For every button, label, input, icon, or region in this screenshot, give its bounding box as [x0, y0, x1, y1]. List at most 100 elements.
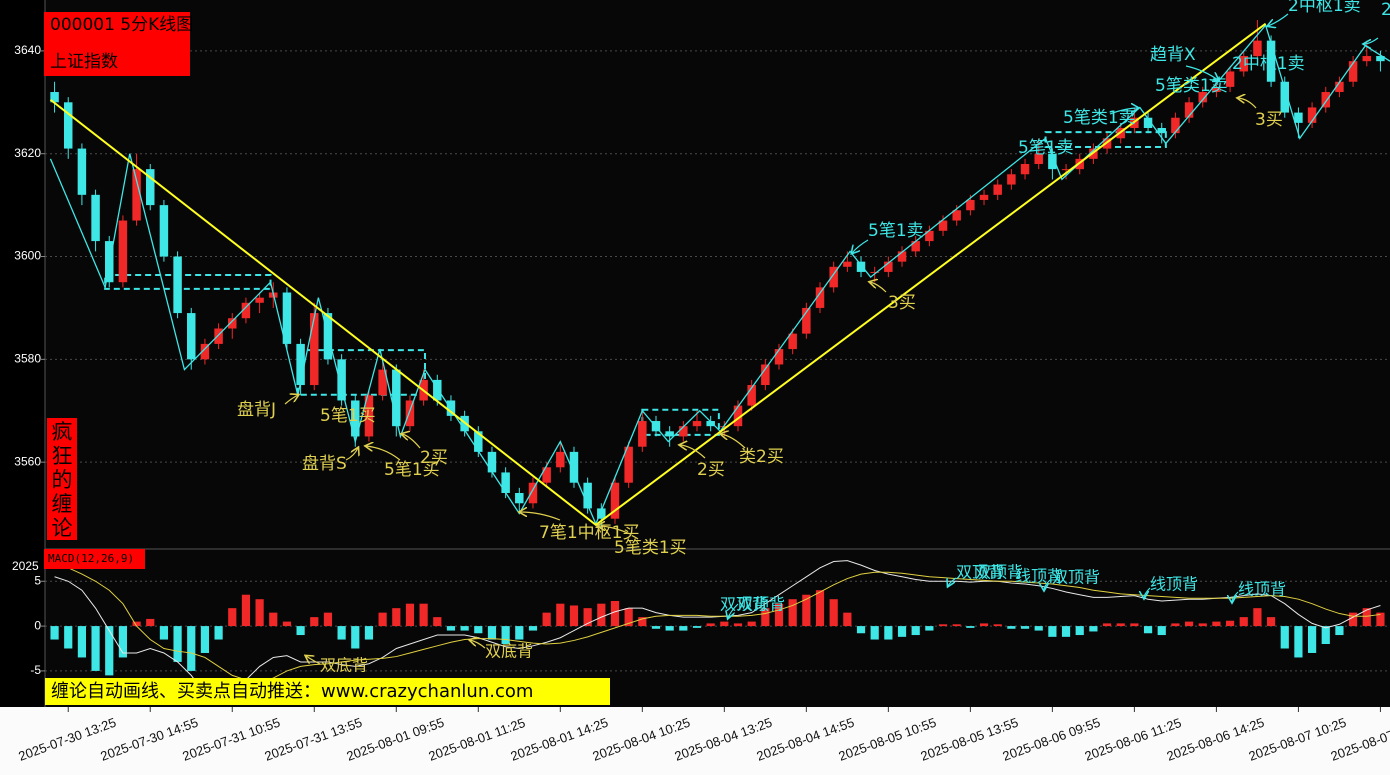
candle-body [63, 102, 73, 149]
macd-bar [91, 626, 100, 671]
macd-bar [1157, 626, 1166, 636]
annotation: 双底背 [485, 642, 533, 661]
macd-bar [132, 621, 141, 627]
annotation: 盘背S [302, 454, 347, 474]
macd-bar [528, 626, 538, 631]
macd-bar [774, 603, 784, 627]
macd-bar [323, 612, 333, 627]
annotation: 线顶背 [1238, 580, 1286, 599]
candle-body [788, 333, 797, 350]
macd-bar [610, 600, 620, 627]
macd-bar [1116, 623, 1125, 627]
candle-body [1007, 174, 1016, 185]
macd-bar [187, 626, 196, 671]
macd-bar [146, 618, 155, 627]
annotation: 7笔1中枢1买 [539, 523, 639, 543]
annotation: 类2买 [739, 447, 784, 467]
candle-body [159, 205, 169, 257]
candle-body [856, 261, 866, 272]
annotation: 5笔1卖 [1018, 138, 1074, 158]
candle-body [556, 451, 565, 468]
macd-bar [1239, 617, 1248, 627]
candle-body [487, 451, 497, 473]
macd-bar [815, 590, 825, 627]
annotation: 2买 [420, 448, 448, 468]
macd-bar [638, 617, 647, 627]
macd-bar [788, 599, 797, 627]
candle-body [528, 482, 538, 504]
macd-bar [706, 623, 715, 627]
candle-body [1321, 92, 1330, 108]
candle-body [952, 210, 961, 221]
macd-bar [911, 626, 920, 636]
annotation: 5笔1卖 [868, 221, 924, 241]
macd-bar [761, 608, 770, 627]
candle-body [583, 482, 592, 509]
macd-bar [1061, 626, 1071, 637]
macd-bar [77, 626, 87, 658]
candle-body [515, 492, 524, 504]
y-tick-label: 3580 [14, 352, 41, 366]
macd-bar [802, 594, 811, 627]
x-tick-label: 2025-08-07 [1329, 727, 1390, 764]
macd-bar [282, 621, 292, 627]
candle-body [665, 431, 674, 437]
macd-bar [556, 603, 565, 627]
macd-bar [1376, 612, 1385, 627]
macd-bar [1321, 626, 1330, 645]
y-tick-label: 3640 [14, 43, 41, 57]
macd-bar [269, 612, 278, 627]
macd-bar [884, 626, 893, 640]
macd-bar [364, 626, 374, 640]
macd-bar [419, 603, 428, 627]
y-tick-label: 5 [34, 573, 41, 587]
annotation: 趋背X [1150, 45, 1196, 65]
candle-body [1212, 86, 1221, 93]
candle-body [897, 251, 907, 262]
macd-bar [241, 594, 251, 627]
plot-area [45, 0, 1390, 707]
candle-body [1294, 112, 1303, 123]
banner-box [45, 678, 610, 705]
macd-bar [1020, 626, 1030, 629]
side-label: 疯狂的缠论 [47, 418, 77, 540]
y-tick-label: -5 [30, 663, 41, 677]
annotation: 2 [1381, 0, 1390, 20]
macd-bar [679, 626, 688, 631]
candle-body [979, 194, 989, 200]
macd-bar [405, 603, 415, 627]
macd-bar [843, 612, 852, 627]
bi-line [49, 23, 1390, 526]
macd-bar [501, 626, 510, 645]
macd-bar [747, 621, 756, 627]
annotation: 3买 [888, 293, 916, 313]
candle-body [761, 364, 770, 386]
annotation: 5笔类1卖 [1063, 108, 1136, 128]
macd-bar [938, 624, 948, 627]
candle-body [282, 292, 292, 344]
candle-body [255, 297, 264, 303]
candle-body [638, 421, 647, 447]
macd-bar [897, 626, 907, 637]
annotation-arrows [284, 13, 1379, 665]
candle-body [228, 318, 237, 329]
macd-bar [255, 599, 264, 627]
macd-bar [378, 612, 387, 627]
macd-bar [1266, 617, 1276, 627]
main-panel [45, 20, 1390, 529]
y-tick-label: 0 [34, 618, 41, 632]
candle-body [993, 184, 1002, 195]
macd-bar [993, 624, 1002, 627]
macd-bar [1102, 623, 1112, 627]
y-tick-label: 3600 [14, 249, 41, 263]
annotation: 线顶背 [1150, 575, 1198, 594]
candle-body [1280, 81, 1289, 113]
candle-body [884, 261, 893, 272]
candle-body [938, 220, 948, 231]
macd-bar [173, 626, 182, 662]
candle-body [1143, 117, 1153, 129]
macd-bar [1130, 623, 1139, 627]
macd-panel [45, 560, 1390, 699]
candle-body [146, 169, 155, 206]
